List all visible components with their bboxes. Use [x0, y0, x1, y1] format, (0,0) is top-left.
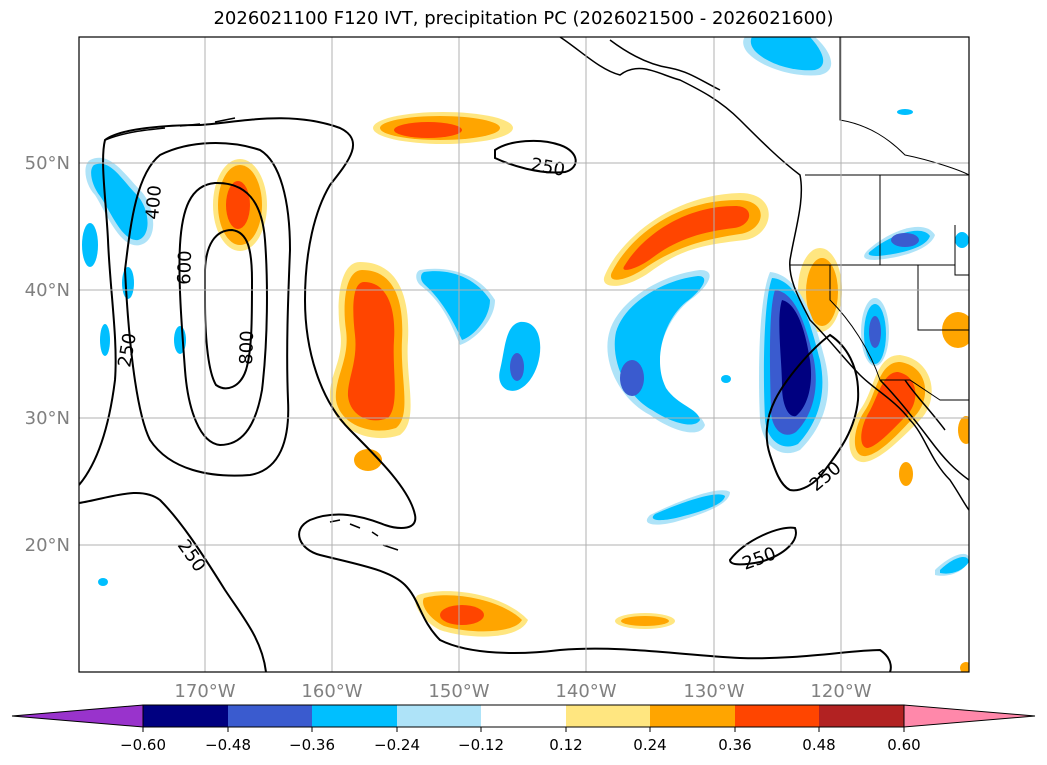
contour-label: 800 — [236, 330, 258, 365]
colorbar-frame — [142, 704, 905, 728]
lon-label: 170°W — [174, 681, 235, 702]
colorbar-segment — [481, 705, 566, 727]
negative-anomaly-ring — [607, 270, 731, 433]
colorbar-segment — [143, 705, 228, 727]
gulf-coastline — [904, 379, 946, 431]
positive-anomaly-northeast — [603, 193, 769, 286]
ivt-contour-250-outer — [79, 117, 892, 672]
lon-label: 150°W — [428, 681, 489, 702]
lon-label: 130°W — [683, 681, 744, 702]
colorbar-tick: −0.24 — [374, 736, 420, 754]
colorbar-segment — [819, 705, 904, 727]
colorbar: −0.60 −0.48 −0.36 −0.24 −0.12 0.12 0.24 … — [11, 704, 1036, 754]
colorbar-segment — [312, 705, 397, 727]
colorbar-tick: −0.48 — [205, 736, 251, 754]
precip-shading — [82, 37, 969, 672]
colorbar-tick: −0.36 — [289, 736, 335, 754]
colorbar-extend-low — [11, 704, 144, 728]
colorbar-tick: 0.60 — [887, 736, 920, 754]
ivt-contour-600 — [178, 181, 268, 447]
aleutian-islands — [104, 117, 236, 141]
positive-anomaly-west — [213, 159, 267, 251]
colorbar-segment — [566, 705, 650, 727]
positive-anomaly-central — [329, 262, 411, 471]
colorbar-segment — [735, 705, 819, 727]
contour-label: 400 — [142, 184, 166, 220]
ivt-contours — [79, 117, 892, 672]
plot-frame — [78, 36, 970, 673]
baja-california-coastline — [879, 379, 969, 481]
colorbar-segment — [228, 705, 312, 727]
longitude-labels: 170°W 160°W 150°W 140°W 130°W 120°W — [174, 681, 871, 702]
lat-label: 50°N — [25, 153, 70, 174]
political-borders — [790, 37, 969, 401]
colorbar-tick: 0.48 — [802, 736, 835, 754]
lon-label: 140°W — [555, 681, 616, 702]
alaska-coastline — [609, 39, 721, 91]
colorbar-tick: 0.36 — [718, 736, 751, 754]
negative-anomaly-south — [646, 490, 969, 576]
ivt-contour-400 — [123, 142, 292, 477]
colorbar-segment — [397, 705, 481, 727]
ivt-contour-250-coast — [765, 333, 860, 492]
coastlines — [104, 37, 969, 551]
colorbar-tick: 0.12 — [549, 736, 582, 754]
north-america-coastline — [559, 37, 969, 511]
map-title: 2026021100 F120 IVT, precipitation PC (2… — [213, 8, 834, 29]
gridlines — [79, 37, 969, 672]
negative-anomaly-coast — [759, 109, 969, 454]
colorbar-segment — [650, 705, 735, 727]
colorbar-tick: 0.24 — [633, 736, 666, 754]
ivt-contour-250-north — [494, 139, 577, 174]
lat-label: 40°N — [25, 280, 70, 301]
colorbar-extend-high — [903, 704, 1036, 728]
lat-label: 30°N — [25, 408, 70, 429]
hawaii-islands — [329, 519, 399, 551]
latitude-labels: 50°N 40°N 30°N 20°N — [25, 153, 70, 556]
colorbar-tick: −0.12 — [458, 736, 504, 754]
negative-anomaly-central — [416, 268, 541, 391]
ivt-contour-250-south — [79, 492, 267, 672]
lat-label: 20°N — [25, 535, 70, 556]
lon-label: 120°W — [810, 681, 871, 702]
positive-anomaly-south — [415, 591, 969, 672]
lon-label: 160°W — [301, 681, 362, 702]
contour-label: 600 — [174, 250, 196, 285]
ivt-contour-800 — [204, 228, 254, 390]
positive-anomaly-north-central — [373, 112, 513, 144]
colorbar-tick: −0.60 — [120, 736, 166, 754]
negative-anomaly-top — [743, 37, 832, 76]
